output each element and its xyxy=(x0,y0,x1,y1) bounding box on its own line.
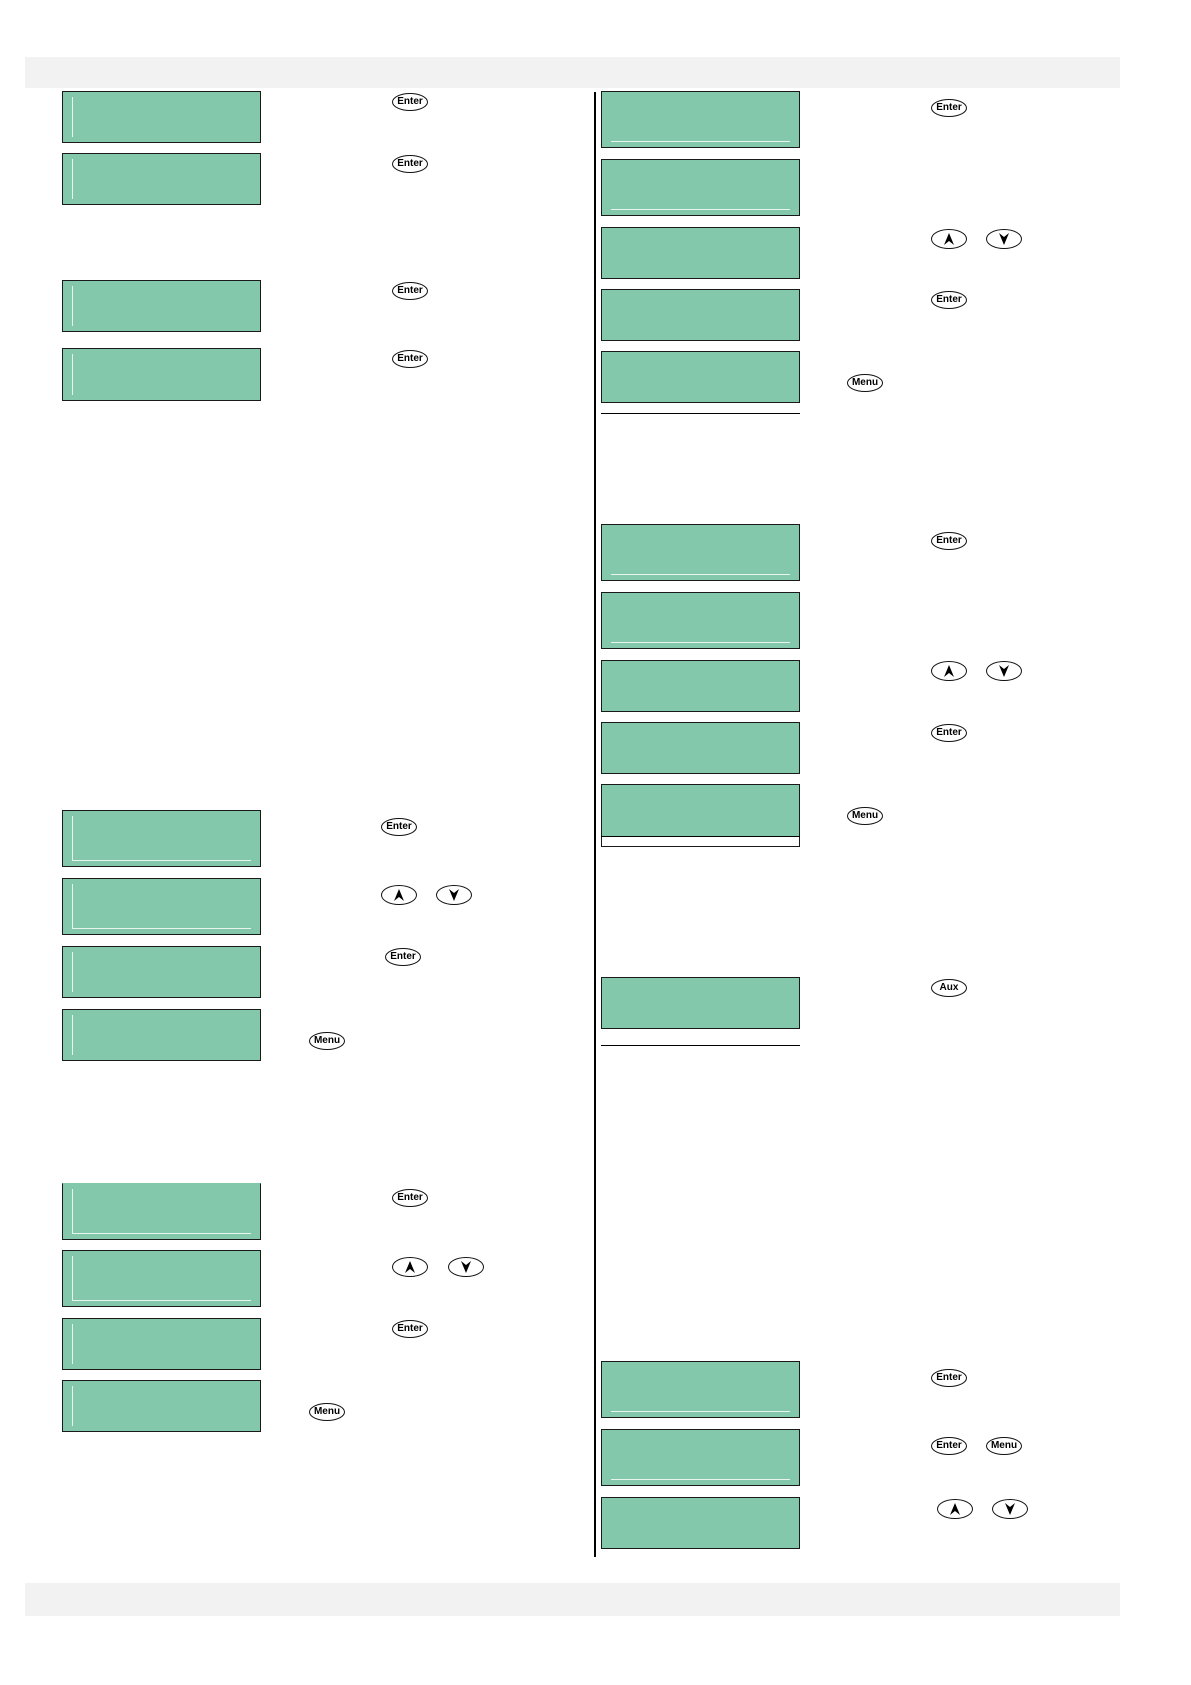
menu-key-button[interactable]: Menu xyxy=(847,374,883,392)
lcd-display xyxy=(601,722,800,774)
down-arrow-key-button[interactable] xyxy=(436,885,472,905)
down-arrow-key-button[interactable] xyxy=(986,661,1022,681)
enter-key-button[interactable]: Enter xyxy=(931,532,967,550)
down-arrow-icon xyxy=(461,1261,471,1273)
lcd-display xyxy=(601,784,800,847)
section-rule xyxy=(601,1045,800,1046)
header-band xyxy=(25,57,1120,88)
menu-key-button[interactable]: Menu xyxy=(847,807,883,825)
lcd-display xyxy=(62,348,261,401)
enter-key-button[interactable]: Enter xyxy=(392,1189,428,1207)
lcd-display xyxy=(62,153,261,205)
up-arrow-icon xyxy=(944,665,954,677)
lcd-display xyxy=(62,1183,261,1240)
enter-key-button[interactable]: Enter xyxy=(392,93,428,111)
up-arrow-key-button[interactable] xyxy=(931,661,967,681)
lcd-display xyxy=(601,592,800,649)
up-arrow-icon xyxy=(950,1503,960,1515)
section-rule xyxy=(601,413,800,414)
lcd-display xyxy=(601,1497,800,1549)
down-arrow-icon xyxy=(999,233,1009,245)
menu-key-button[interactable]: Menu xyxy=(309,1403,345,1421)
down-arrow-key-button[interactable] xyxy=(986,229,1022,249)
menu-key-button[interactable]: Menu xyxy=(309,1032,345,1050)
enter-key-button[interactable]: Enter xyxy=(931,1437,967,1455)
up-arrow-icon xyxy=(405,1261,415,1273)
enter-key-button[interactable]: Enter xyxy=(381,818,417,836)
section-rule xyxy=(601,836,800,837)
down-arrow-icon xyxy=(999,665,1009,677)
lcd-display xyxy=(62,1380,261,1432)
up-arrow-icon xyxy=(394,889,404,901)
lcd-display xyxy=(601,1429,800,1486)
lcd-display xyxy=(601,159,800,216)
lcd-display xyxy=(62,1250,261,1307)
menu-key-button[interactable]: Menu xyxy=(986,1437,1022,1455)
enter-key-button[interactable]: Enter xyxy=(931,724,967,742)
down-arrow-key-button[interactable] xyxy=(448,1257,484,1277)
lcd-display xyxy=(62,280,261,332)
lcd-display xyxy=(62,1009,261,1061)
enter-key-button[interactable]: Enter xyxy=(392,282,428,300)
up-arrow-key-button[interactable] xyxy=(381,885,417,905)
lcd-display xyxy=(601,227,800,279)
footer-band xyxy=(25,1583,1120,1616)
up-arrow-key-button[interactable] xyxy=(931,229,967,249)
enter-key-button[interactable]: Enter xyxy=(385,948,421,966)
lcd-display xyxy=(62,946,261,998)
lcd-display xyxy=(62,878,261,935)
lcd-display xyxy=(601,1361,800,1418)
down-arrow-icon xyxy=(1005,1503,1015,1515)
enter-key-button[interactable]: Enter xyxy=(931,1369,967,1387)
lcd-display xyxy=(62,1318,261,1370)
lcd-display xyxy=(62,91,261,143)
lcd-display xyxy=(601,289,800,341)
enter-key-button[interactable]: Enter xyxy=(392,1320,428,1338)
enter-key-button[interactable]: Enter xyxy=(392,350,428,368)
down-arrow-key-button[interactable] xyxy=(992,1499,1028,1519)
column-divider xyxy=(594,92,596,1557)
up-arrow-key-button[interactable] xyxy=(937,1499,973,1519)
lcd-display xyxy=(601,977,800,1029)
enter-key-button[interactable]: Enter xyxy=(931,291,967,309)
up-arrow-key-button[interactable] xyxy=(392,1257,428,1277)
enter-key-button[interactable]: Enter xyxy=(392,155,428,173)
lcd-display xyxy=(601,660,800,712)
lcd-display xyxy=(601,524,800,581)
lcd-display xyxy=(601,91,800,148)
aux-key-button[interactable]: Aux xyxy=(931,979,967,997)
enter-key-button[interactable]: Enter xyxy=(931,99,967,117)
lcd-display xyxy=(62,810,261,867)
lcd-display xyxy=(601,351,800,403)
up-arrow-icon xyxy=(944,233,954,245)
down-arrow-icon xyxy=(449,889,459,901)
